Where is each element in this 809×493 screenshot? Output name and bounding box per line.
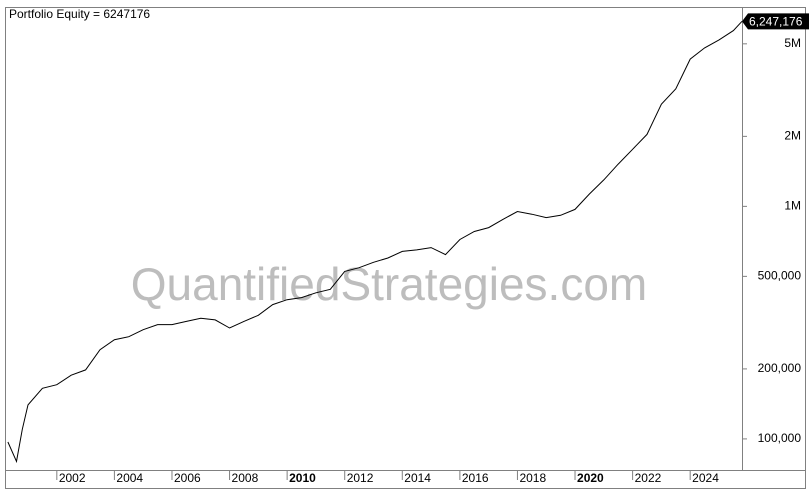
x-tick-label: 2004 xyxy=(116,471,143,485)
frame xyxy=(5,7,806,489)
y-tick-label: 5M xyxy=(784,36,801,50)
y-tick-label: 100,000 xyxy=(758,431,802,445)
x-tick-label: 2024 xyxy=(692,471,719,485)
x-tick-label: 2010 xyxy=(289,471,316,485)
chart-title: Portfolio Equity = 6247176 xyxy=(9,7,150,21)
x-tick-label: 2018 xyxy=(519,471,546,485)
watermark: QuantifiedStrategies.com xyxy=(131,258,648,310)
y-tick-label: 500,000 xyxy=(758,269,802,283)
current-value-label: 6,247,176 xyxy=(749,15,803,29)
y-tick-label: 200,000 xyxy=(758,361,802,375)
x-tick-label: 2022 xyxy=(635,471,662,485)
y-tick-label: 2M xyxy=(784,129,801,143)
x-tick-label: 2006 xyxy=(174,471,201,485)
x-tick-label: 2012 xyxy=(347,471,374,485)
current-value-tag xyxy=(742,13,809,30)
equity-line xyxy=(7,20,743,464)
x-tick-label: 2016 xyxy=(462,471,489,485)
x-tick-label: 2008 xyxy=(232,471,259,485)
x-tick-label: 2002 xyxy=(59,471,86,485)
y-tick-label: 1M xyxy=(784,199,801,213)
x-tick-label: 2014 xyxy=(404,471,431,485)
x-tick-label: 2020 xyxy=(577,471,604,485)
